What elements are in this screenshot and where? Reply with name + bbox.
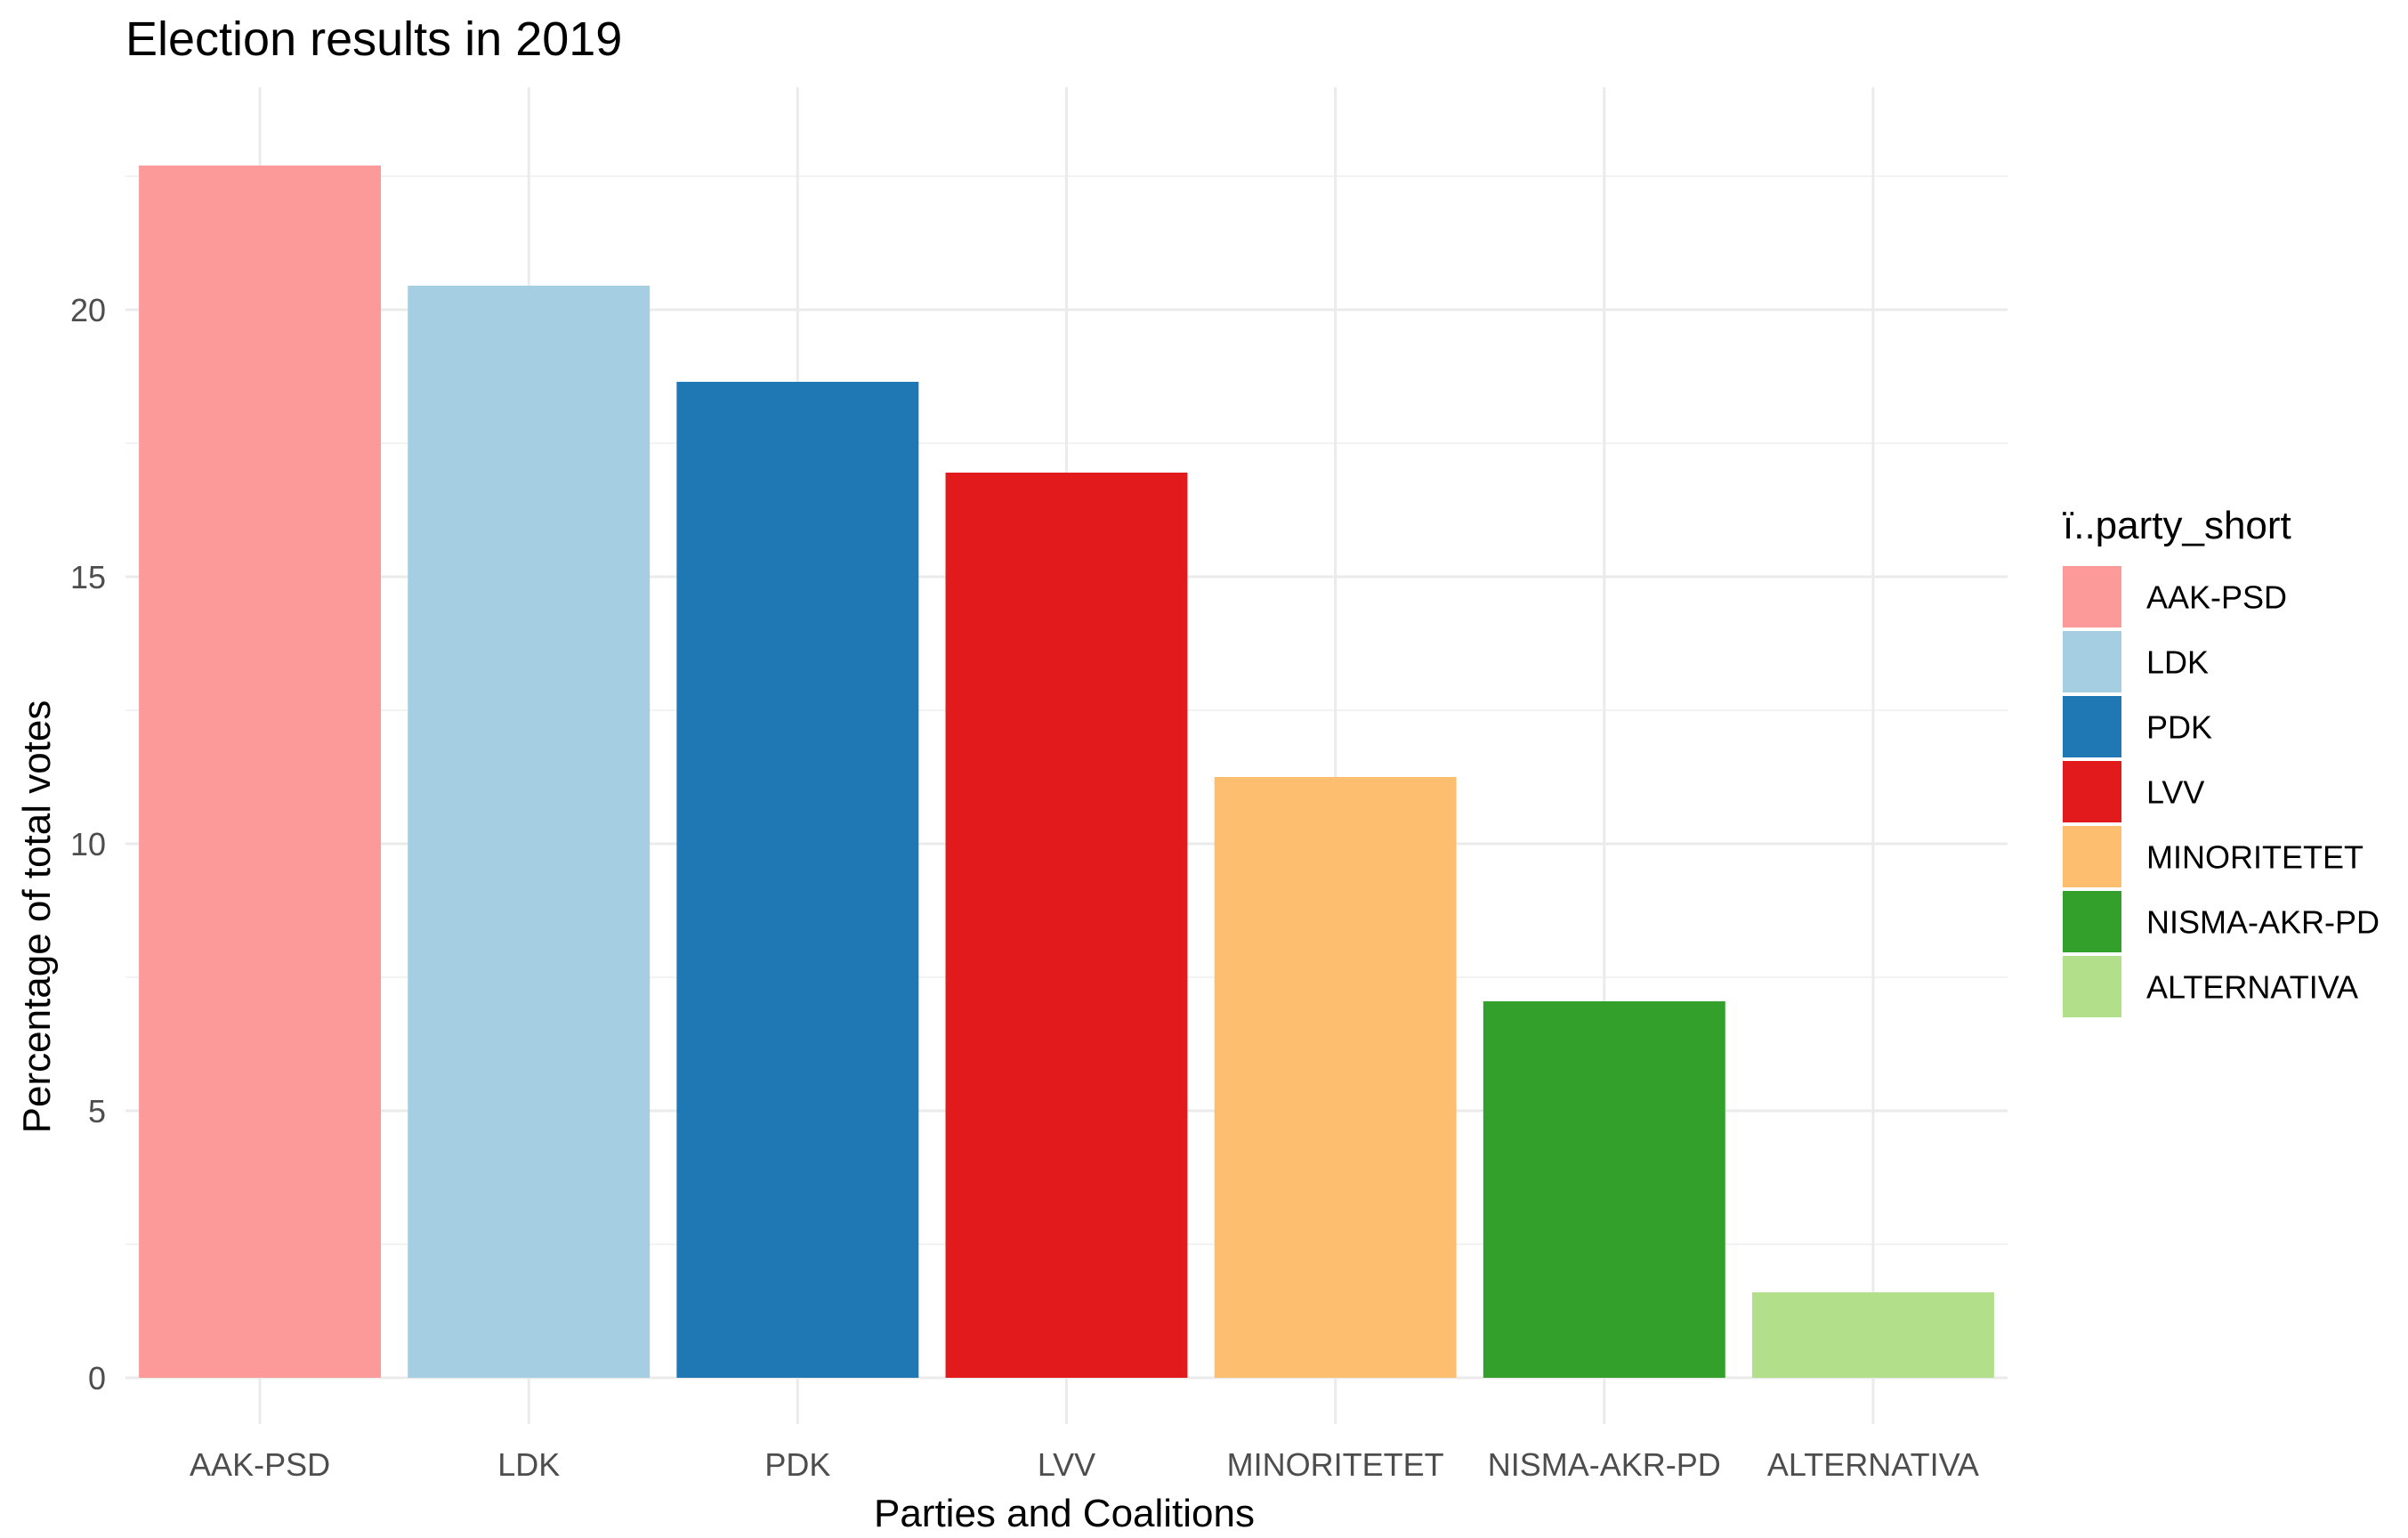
x-tick-label: MINORITETET [1227,1446,1444,1483]
bar-pdk [676,382,919,1378]
legend-key [2063,631,2121,692]
x-tick-label: PDK [764,1446,830,1483]
legend-label: AAK-PSD [2146,579,2287,616]
bar-lvv [945,473,1188,1378]
legend-key [2063,826,2121,887]
legend-key [2063,566,2121,627]
legend-label: LVV [2146,774,2204,811]
x-axis-title: Parties and Coalitions [874,1492,1255,1535]
legend-label: PDK [2146,709,2212,746]
y-tick-label: 20 [70,292,106,328]
bar-minoritetet [1214,777,1457,1378]
legend-key [2063,696,2121,757]
y-tick-label: 5 [88,1093,106,1129]
legend-key [2063,761,2121,822]
x-tick-label: NISMA-AKR-PD [1488,1446,1721,1483]
y-axis-ticks: 0 5 10 15 20 [70,292,106,1396]
legend-label: NISMA-AKR-PD [2146,904,2380,941]
bar-aak-psd [139,166,382,1378]
x-tick-label: AAK-PSD [190,1446,330,1483]
legend: ï..party_short AAK-PSD LDK PDK LVV MINORITET… [2063,504,2380,1017]
legend-key [2063,956,2121,1017]
y-tick-label: 0 [88,1360,106,1396]
chart-title: Election results in 2019 [125,12,622,66]
x-tick-label: LVV [1038,1446,1095,1483]
y-tick-label: 15 [70,559,106,595]
y-tick-label: 10 [70,826,106,862]
bars [139,166,1994,1378]
bar-nisma-akr-pd [1483,1001,1725,1378]
legend-label: MINORITETET [2146,839,2364,876]
legend-label: LDK [2146,644,2209,681]
legend-label: ALTERNATIVA [2146,969,2358,1006]
x-tick-label: ALTERNATIVA [1767,1446,1979,1483]
x-tick-label: LDK [497,1446,560,1483]
legend-key [2063,891,2121,952]
x-axis-ticks: AAK-PSD LDK PDK LVV MINORITETET NISMA-AKR-PD A… [190,1446,1979,1483]
bar-ldk [408,286,650,1378]
bar-alternativa [1751,1292,1994,1378]
y-axis-title: Percentage of total votes [15,700,59,1134]
legend-title: ï..party_short [2063,504,2291,547]
